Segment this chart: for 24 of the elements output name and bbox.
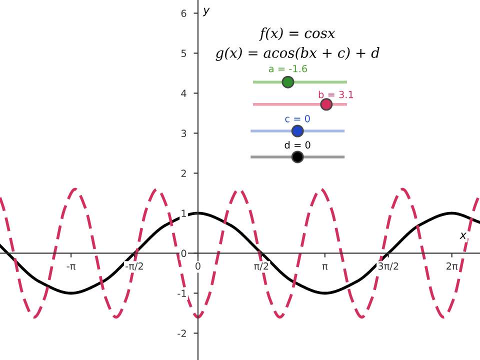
x-axis-title: x (460, 232, 467, 239)
annotation: a = -1.6 (268, 64, 308, 72)
x-tick-label: 3π/2 (378, 262, 398, 271)
y-tick-label: 2 (181, 170, 186, 177)
x-tick-label: -π/2 (126, 262, 143, 271)
annotation: g(x) = acos(bx + c) + d (216, 47, 380, 61)
x-tick-label: 2π (446, 262, 458, 270)
x-tick-label: 0 (196, 262, 200, 270)
x-tick-label: π/2 (254, 262, 268, 271)
annotation: d = 0 (284, 141, 310, 149)
y-axis-title: y (202, 8, 210, 16)
y-tick-label: -2 (178, 330, 186, 337)
y-tick-label: 0 (181, 250, 186, 258)
annotation: c = 0 (285, 114, 310, 122)
y-tick-label: 3 (181, 130, 186, 138)
y-tick-label: 6 (181, 10, 186, 18)
y-tick-label: 5 (181, 50, 186, 58)
x-tick-label: π (322, 264, 328, 270)
y-tick-label: 4 (181, 90, 186, 97)
x-tick-label: -π (66, 264, 76, 270)
y-tick-label: -1 (178, 290, 186, 297)
annotation: b = 3.1 (318, 90, 354, 98)
y-tick-label: 1 (182, 210, 186, 217)
annotation: f(x) = cosx (259, 27, 336, 41)
